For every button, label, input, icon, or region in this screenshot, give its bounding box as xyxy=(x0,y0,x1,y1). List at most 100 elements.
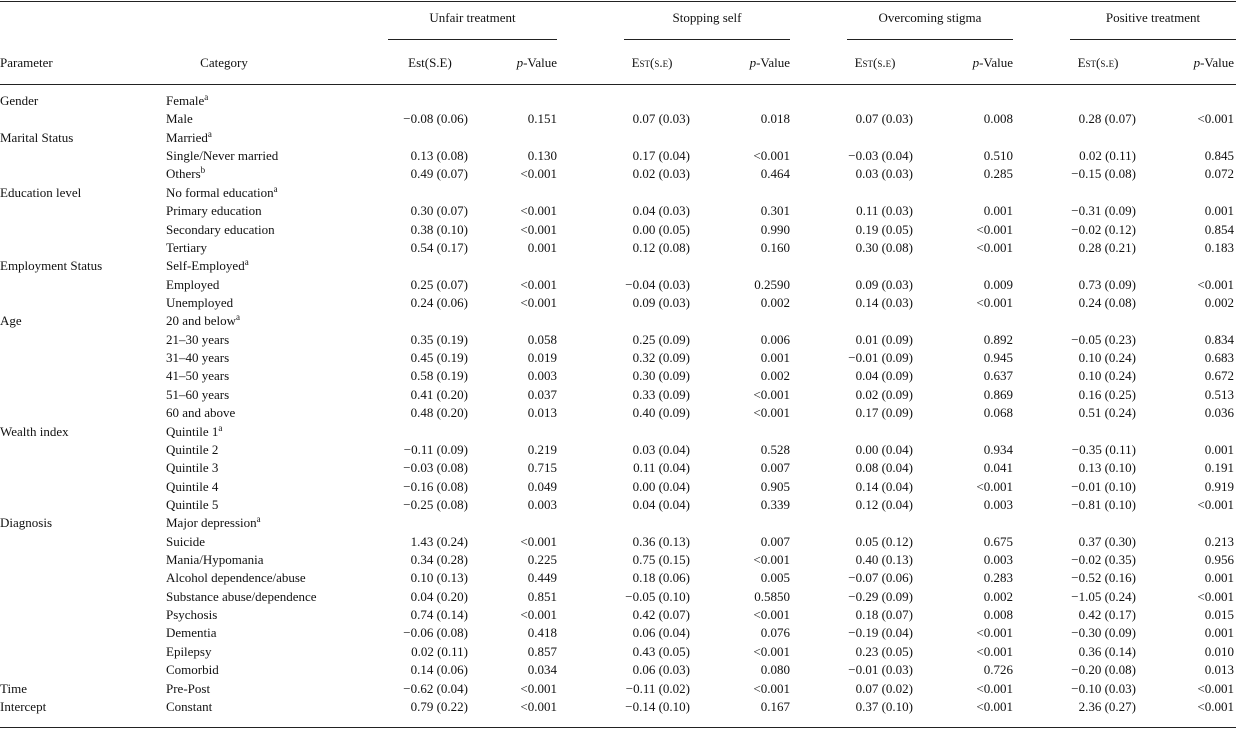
p-value: 0.945 xyxy=(983,350,1013,365)
category: Constant xyxy=(166,698,213,714)
p-value: <0.001 xyxy=(976,221,1013,237)
category-cell: Marrieda xyxy=(166,129,212,146)
category: No formal education xyxy=(166,184,274,200)
p-value: 0.851 xyxy=(527,588,557,604)
category: Quintile 5 xyxy=(166,496,219,512)
category-cell: Quintile 3 xyxy=(166,460,218,476)
category: Secondary education xyxy=(166,221,275,237)
estimate: 0.30 (0.07) xyxy=(410,203,468,219)
estimate: −0.30 (0.09) xyxy=(1071,625,1136,641)
estimate: 0.02 (0.03) xyxy=(632,166,690,182)
estimate: 0.08 (0.04) xyxy=(855,460,913,476)
category-cell: Self-Employeda xyxy=(166,258,249,274)
footnote-mark: a xyxy=(256,514,261,525)
estimate: 0.01 (0.09) xyxy=(855,331,913,347)
p-value: <0.001 xyxy=(976,698,1013,714)
estimate: 0.19 (0.05) xyxy=(855,221,913,237)
p-value: <0.001 xyxy=(1197,276,1234,292)
p-value: 0.009 xyxy=(983,276,1013,292)
estimate: 0.09 (0.03) xyxy=(632,295,690,310)
category: Major depression xyxy=(166,515,257,531)
p-value: 0.080 xyxy=(760,662,790,678)
category-cell: Othersb xyxy=(166,166,205,182)
estimate: 1.43 (0.24) xyxy=(410,533,468,549)
estimate: 0.79 (0.22) xyxy=(410,698,468,714)
p-value: 0.956 xyxy=(1204,552,1234,567)
estimate: 0.17 (0.09) xyxy=(855,405,913,421)
p-value: 0.003 xyxy=(527,496,557,512)
estimate: 0.35 (0.19) xyxy=(410,331,468,347)
category: Comorbid xyxy=(166,662,219,678)
category: 60 and above xyxy=(166,405,236,421)
p-value: 0.857 xyxy=(527,643,557,659)
category-cell: Quintile 5 xyxy=(166,497,218,513)
estimate: 0.28 (0.07) xyxy=(1078,111,1136,127)
group-underline xyxy=(1070,39,1236,40)
footnote-mark: a xyxy=(273,183,278,194)
p-header-cell: p-Value xyxy=(457,55,557,71)
p-value: 0.683 xyxy=(1204,350,1234,365)
estimate: 0.49 (0.07) xyxy=(410,166,468,182)
category-cell: Mania/Hypomania xyxy=(166,552,263,568)
category-cell: Secondary education xyxy=(166,222,275,238)
estimate: 0.74 (0.14) xyxy=(410,607,468,623)
p-value: 0.285 xyxy=(983,166,1013,182)
p-value: 0.018 xyxy=(760,111,790,127)
estimate: −0.11 (0.02) xyxy=(625,680,690,696)
estimate: 0.12 (0.04) xyxy=(855,496,913,512)
estimate: 0.03 (0.03) xyxy=(855,166,913,182)
parameter: Employment Status xyxy=(0,258,103,274)
estimate: −0.05 (0.23) xyxy=(1071,331,1136,347)
p-value: 0.513 xyxy=(1204,386,1234,402)
category: Primary education xyxy=(166,203,262,219)
p-value: 0.151 xyxy=(527,111,557,127)
category: Quintile 4 xyxy=(166,478,219,494)
estimate: 0.38 (0.10) xyxy=(410,221,468,237)
estimate: −0.81 (0.10) xyxy=(1071,496,1136,512)
category-cell: 51–60 years xyxy=(166,387,229,403)
category: Female xyxy=(166,93,205,108)
estimate: −0.02 (0.12) xyxy=(1071,221,1136,237)
p-header: p-Value xyxy=(749,55,790,70)
estimate: 0.30 (0.09) xyxy=(632,368,690,384)
estimate: −0.20 (0.08) xyxy=(1071,662,1136,678)
group-underline xyxy=(624,39,790,40)
category-cell: Psychosis xyxy=(166,607,217,623)
p-header-cell: p-Value xyxy=(1134,55,1234,71)
p-value: <0.001 xyxy=(976,680,1013,696)
p-value: 0.002 xyxy=(1204,295,1234,310)
estimate: 0.36 (0.13) xyxy=(632,533,690,549)
category-cell: Major depressiona xyxy=(166,515,261,531)
p-value: 0.015 xyxy=(1204,607,1234,623)
p-value: 0.001 xyxy=(1204,625,1234,641)
p-value: 0.013 xyxy=(1204,662,1234,678)
p-value: 0.001 xyxy=(760,350,790,365)
p-value: 0.002 xyxy=(760,295,790,310)
category: Psychosis xyxy=(166,607,218,623)
estimate: 0.75 (0.15) xyxy=(632,552,690,567)
estimate: −0.05 (0.10) xyxy=(625,588,690,604)
footnote-mark: b xyxy=(200,165,206,176)
category: Others xyxy=(166,166,201,182)
category-cell: 31–40 years xyxy=(166,350,229,366)
p-value: 0.225 xyxy=(527,552,557,567)
p-value: 0.013 xyxy=(527,405,557,421)
estimate: 0.10 (0.24) xyxy=(1078,350,1136,365)
p-value: 0.892 xyxy=(983,331,1013,347)
estimate: 0.40 (0.09) xyxy=(632,405,690,421)
p-value: 0.715 xyxy=(527,460,557,476)
estimate: −0.03 (0.08) xyxy=(403,460,468,476)
category-cell: Primary education xyxy=(166,203,262,219)
estimate: 0.43 (0.05) xyxy=(632,643,690,659)
category-cell: 60 and above xyxy=(166,405,235,421)
estimate: 0.48 (0.20) xyxy=(410,405,468,421)
p-value: 0.905 xyxy=(760,478,790,494)
estimate: 0.07 (0.03) xyxy=(855,111,913,127)
category: Male xyxy=(166,111,193,127)
p-value: 0.072 xyxy=(1204,166,1234,182)
category-cell: Comorbid xyxy=(166,662,219,678)
category-header: Category xyxy=(200,55,248,70)
estimate: 0.00 (0.04) xyxy=(632,478,690,494)
estimate: 0.34 (0.28) xyxy=(410,552,468,567)
p-value: 0.130 xyxy=(527,148,557,164)
